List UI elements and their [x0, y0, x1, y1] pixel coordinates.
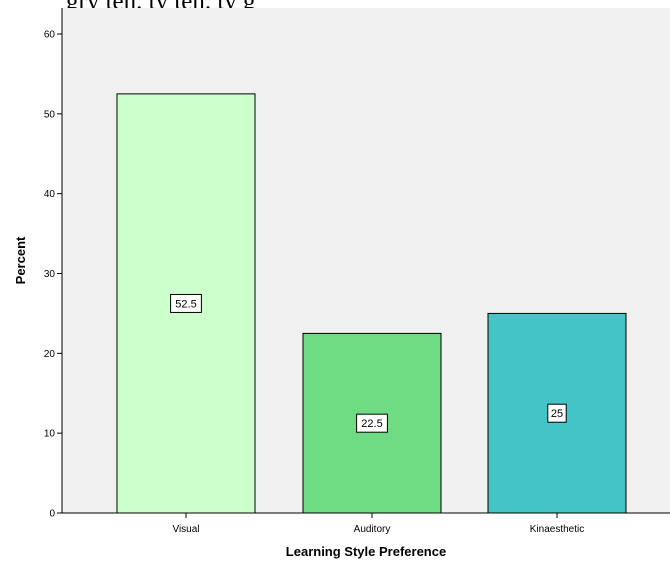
x-axis-title: Learning Style Preference	[286, 544, 446, 559]
data-label: 25	[551, 408, 563, 420]
x-axis: Visual Auditory Kinaesthetic	[62, 512, 670, 535]
data-label-box	[356, 413, 388, 433]
x-tick-label: Visual	[172, 524, 199, 535]
y-tick-label: 50	[44, 109, 56, 120]
y-axis: 0 10 20 30 40 50 60	[44, 8, 63, 520]
data-label: 52.5	[175, 298, 196, 310]
data-label: 22.5	[361, 418, 382, 430]
y-tick-label: 40	[44, 189, 56, 200]
x-tick-label: Kinaesthetic	[530, 524, 584, 535]
y-tick-label: 0	[49, 509, 55, 520]
y-tick-label: 30	[44, 269, 56, 280]
x-tick-label: Auditory	[354, 524, 391, 535]
y-tick-label: 60	[44, 30, 56, 41]
y-tick-label: 10	[44, 429, 56, 440]
y-tick-label: 20	[44, 349, 56, 360]
y-axis-title: Percent	[13, 236, 28, 284]
data-label-box	[547, 403, 567, 423]
bars-group: 52.5 22.5 25	[116, 93, 627, 514]
data-label-box	[170, 293, 202, 313]
